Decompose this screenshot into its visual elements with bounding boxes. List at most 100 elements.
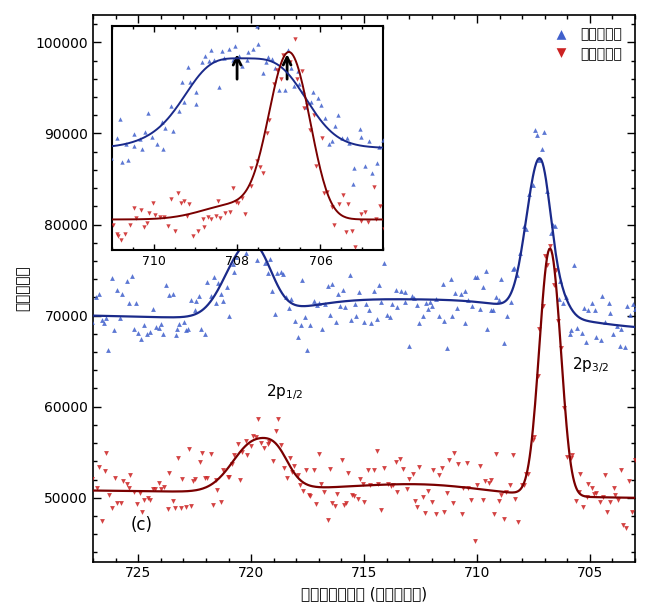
Point (513, 517, 523, 527)
Point (374, 280, 384, 290)
Point (181, 325, 191, 335)
Point (540, 251, 551, 261)
Point (103, 490, 114, 500)
Point (532, 130, 542, 140)
Point (117, 289, 127, 299)
Point (350, 299, 360, 309)
Point (512, 270, 523, 280)
Point (159, 482, 169, 492)
Point (319, 299, 330, 309)
Point (579, 304, 590, 314)
Point (245, 240, 255, 249)
Point (423, 487, 434, 496)
Point (168, 496, 178, 506)
Point (144, 327, 155, 337)
Point (475, 304, 486, 314)
Point (242, 450, 252, 460)
Point (205, 450, 216, 460)
Point (186, 501, 196, 511)
Point (495, 274, 506, 284)
Point (486, 306, 497, 315)
Point (528, 432, 539, 442)
Point (237, 447, 247, 456)
Point (558, 403, 569, 413)
Point (491, 449, 501, 459)
Point (101, 448, 111, 458)
Point (235, 475, 245, 485)
Point (608, 483, 619, 493)
Point (155, 319, 166, 329)
Point (122, 479, 132, 489)
Point (99, 318, 109, 328)
Point (222, 282, 233, 291)
Point (128, 324, 138, 334)
Point (431, 509, 441, 519)
Point (327, 279, 337, 289)
Point (248, 211, 258, 221)
Point (150, 484, 161, 493)
Point (260, 258, 270, 268)
Point (521, 469, 531, 479)
Point (224, 311, 235, 321)
Point (506, 298, 516, 307)
Point (623, 476, 634, 486)
Point (213, 278, 224, 288)
Point (94, 462, 105, 472)
Point (591, 332, 601, 342)
Point (229, 267, 239, 277)
Point (398, 464, 409, 474)
Point (391, 285, 401, 295)
Point (408, 469, 418, 479)
Point (567, 450, 577, 460)
Point (612, 321, 622, 331)
Point (255, 438, 266, 448)
Point (168, 290, 178, 299)
Point (555, 277, 566, 286)
Point (613, 495, 623, 505)
Point (491, 292, 501, 302)
Point (181, 503, 191, 513)
Point (298, 486, 308, 496)
Point (137, 507, 148, 517)
Point (332, 490, 343, 500)
Point (541, 260, 552, 270)
Point (425, 297, 436, 307)
Point (516, 480, 526, 490)
Point (354, 288, 364, 298)
X-axis label: 束縛エネルギー (電子ボルト): 束縛エネルギー (電子ボルト) (301, 586, 427, 601)
Point (508, 264, 518, 274)
Point (114, 314, 125, 323)
Point (157, 329, 168, 339)
Point (103, 345, 114, 355)
Point (369, 286, 380, 296)
Point (619, 342, 630, 352)
Point (100, 466, 110, 476)
Point (480, 476, 490, 485)
Point (630, 455, 640, 465)
Point (337, 285, 348, 294)
Point (447, 311, 458, 321)
Point (452, 304, 463, 314)
Point (409, 293, 419, 303)
Point (313, 299, 324, 309)
Point (142, 329, 152, 339)
Text: 2p$_{1/2}$: 2p$_{1/2}$ (266, 382, 304, 402)
Point (545, 228, 556, 238)
Point (467, 301, 478, 310)
Point (532, 371, 543, 381)
Point (200, 473, 210, 483)
Point (404, 341, 414, 351)
Point (439, 508, 449, 517)
Point (553, 316, 564, 326)
Point (176, 503, 186, 513)
Point (286, 294, 296, 304)
Point (369, 464, 380, 474)
Point (372, 314, 382, 324)
Point (240, 437, 251, 447)
Point (312, 300, 322, 310)
Point (556, 343, 566, 353)
Point (122, 277, 132, 286)
Point (297, 275, 307, 285)
Point (172, 324, 182, 334)
Point (87, 317, 98, 327)
